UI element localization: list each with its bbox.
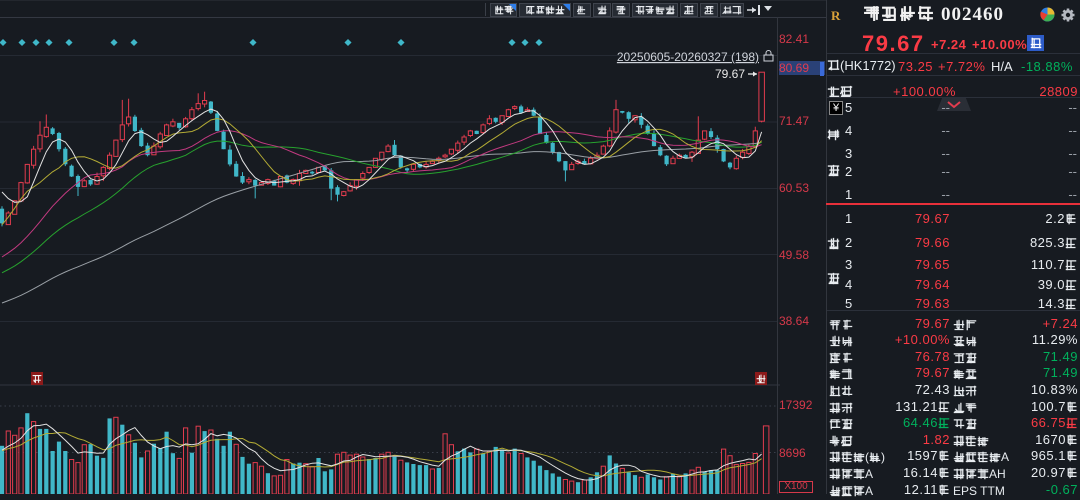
svg-text:79.67: 79.67 xyxy=(715,67,745,81)
svg-text:20250605-20260327 (198): 20250605-20260327 (198) xyxy=(617,50,759,64)
